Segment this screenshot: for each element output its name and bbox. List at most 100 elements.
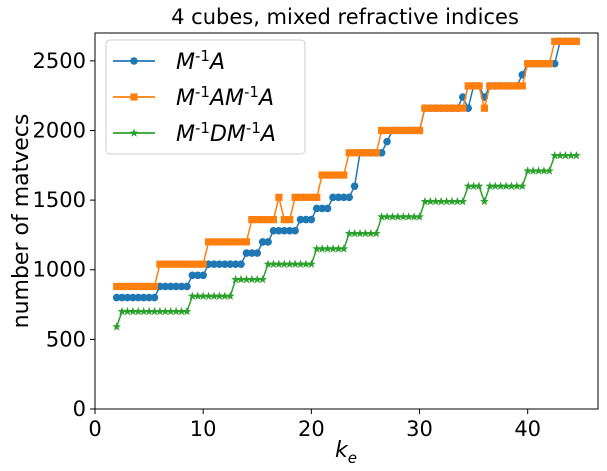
x-axis-label-main: k	[335, 438, 349, 463]
series-3-point	[571, 150, 581, 160]
series-3-point	[555, 150, 565, 160]
series-2-point	[351, 149, 359, 157]
series-2-point	[410, 126, 418, 135]
series-2-point	[118, 282, 126, 291]
x-axis-label-subscript: e	[348, 449, 357, 467]
series-2-point	[286, 216, 294, 224]
series-2-point	[215, 238, 223, 246]
series-3-point	[139, 306, 149, 316]
series-2-point	[302, 193, 310, 201]
series-2-point	[140, 282, 148, 291]
series-3-point	[490, 181, 500, 190]
series-2-point	[318, 171, 326, 179]
series-3-point	[388, 212, 397, 221]
series-3-point	[393, 212, 403, 221]
series-2-point	[232, 238, 240, 246]
series-1-point	[139, 293, 148, 302]
series-3-point	[566, 150, 576, 160]
series-3-point	[458, 196, 468, 206]
series-1-point	[183, 282, 191, 291]
series-2-point	[340, 171, 348, 179]
x-tick-label: 10	[190, 417, 217, 441]
x-tick-label: 0	[88, 417, 101, 441]
series-3-point	[306, 259, 316, 268]
series-3-point	[350, 228, 359, 238]
series-3-point	[344, 228, 354, 238]
series-3-point	[263, 259, 273, 268]
series-3-point	[415, 212, 424, 221]
series-2-point	[437, 104, 445, 112]
series-2-point	[518, 82, 526, 90]
series-2-point	[183, 260, 191, 268]
series-2-point	[394, 126, 402, 135]
series-1-point	[242, 249, 251, 257]
series-1-point	[231, 260, 240, 268]
series-2-point	[551, 37, 559, 45]
legend: M-1​AM-1​AM-1​AM-1​DM-1​A	[105, 39, 306, 155]
series-1-point	[188, 271, 197, 280]
plot-area	[112, 37, 581, 331]
series-3-point	[144, 306, 154, 316]
series-2-point	[177, 260, 186, 268]
series-2-point	[188, 260, 196, 268]
x-tick-label: 20	[298, 417, 325, 441]
series-3-point	[279, 259, 289, 268]
series-3	[112, 150, 581, 331]
series-3-point	[242, 274, 251, 284]
series-3-point	[209, 291, 219, 300]
series-1-point	[150, 293, 159, 302]
series-3-point	[323, 244, 332, 253]
series-1-point	[258, 238, 267, 246]
series-2-point	[480, 104, 489, 112]
series-3-point	[544, 166, 554, 175]
series-2-point	[345, 149, 353, 157]
series-3-point	[404, 212, 414, 221]
series-3-point	[523, 166, 533, 175]
series-2-point	[259, 216, 267, 224]
x-axis-label: ke	[335, 438, 357, 467]
series-3-point	[425, 196, 435, 206]
series-2-point	[123, 282, 132, 291]
series-3-point	[204, 291, 213, 300]
series-2-point	[280, 216, 288, 224]
series-1-point	[339, 193, 348, 202]
series-1-point	[323, 204, 332, 213]
series-2-point	[442, 104, 451, 112]
series-3-point	[377, 212, 387, 221]
y-axis-label: number of matvecs	[9, 114, 34, 329]
series-3-point	[328, 244, 338, 253]
series-2-point	[421, 104, 429, 112]
series-3-point	[123, 306, 132, 316]
series-1-point	[215, 260, 224, 268]
series-2-point	[323, 171, 332, 179]
series-2-point	[307, 193, 315, 201]
series-2-point	[237, 238, 245, 246]
series-3-point	[150, 306, 159, 316]
series-1-point	[193, 271, 202, 280]
series-2-point	[372, 149, 380, 157]
series-2-point	[464, 82, 472, 90]
series-2-point	[378, 126, 386, 135]
series-1-point	[145, 293, 153, 302]
series-2-point	[291, 193, 299, 201]
series-3-point	[269, 259, 278, 268]
series-3-point	[247, 274, 257, 284]
series-3-point	[366, 228, 376, 238]
series-3-point	[496, 181, 506, 190]
series-1-point	[307, 215, 316, 224]
series-2-point	[356, 149, 364, 157]
series-2-point	[210, 238, 218, 246]
series-2-point	[507, 82, 516, 90]
series-1-point	[134, 293, 143, 302]
series-2-point	[367, 149, 375, 157]
series-3-point	[382, 212, 392, 221]
series-1-point	[210, 260, 218, 268]
series-1-point	[345, 193, 354, 202]
series-2-point	[167, 260, 175, 268]
series-3-point	[166, 306, 176, 316]
series-2-point	[150, 282, 159, 291]
series-3-point	[258, 274, 268, 284]
series-2-point	[502, 82, 510, 90]
series-3-point	[301, 259, 311, 268]
